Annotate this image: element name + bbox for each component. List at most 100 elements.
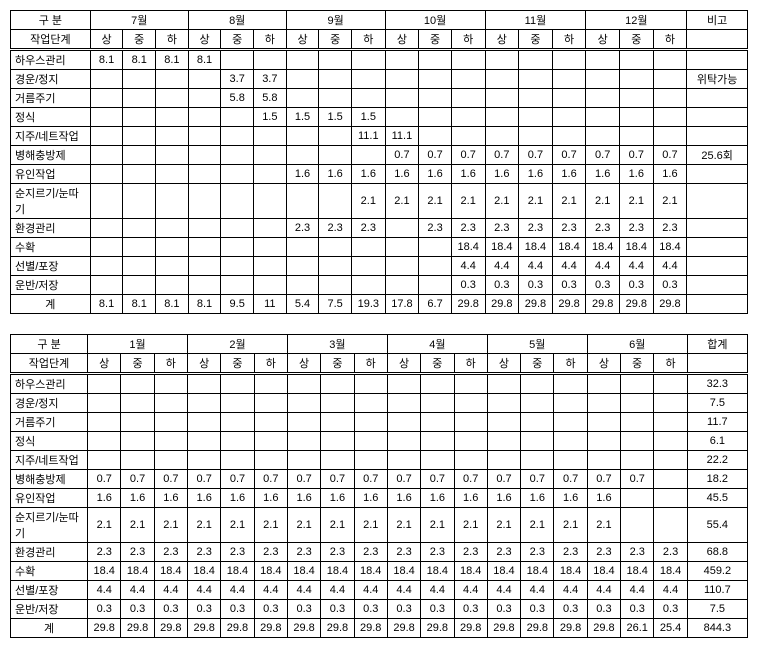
cell: 18.4 <box>519 238 553 257</box>
cell: 1.6 <box>653 165 687 184</box>
cell <box>154 374 187 394</box>
cell: 0.3 <box>621 600 654 619</box>
header-month: 1월 <box>88 335 188 354</box>
cell <box>88 394 121 413</box>
row-bigo <box>687 257 748 276</box>
cell <box>419 70 452 89</box>
cell <box>287 413 320 432</box>
row-bigo <box>687 184 748 219</box>
row-bigo: 7.5 <box>687 600 747 619</box>
cell: 18.4 <box>587 562 620 581</box>
cell <box>387 413 420 432</box>
cell: 2.3 <box>351 219 385 238</box>
cell <box>454 394 487 413</box>
cell: 4.4 <box>485 257 519 276</box>
cell: 1.6 <box>188 489 221 508</box>
cell: 2.3 <box>188 543 221 562</box>
row-bigo: 110.7 <box>687 581 747 600</box>
cell: 18.4 <box>154 562 187 581</box>
cell <box>156 219 189 238</box>
row-label: 유인작업 <box>11 165 91 184</box>
total-cell: 29.8 <box>421 619 454 638</box>
cell: 0.3 <box>287 600 320 619</box>
row-label: 경운/정지 <box>11 70 91 89</box>
cell <box>621 413 654 432</box>
header-sub: 중 <box>421 354 454 374</box>
cell <box>654 489 687 508</box>
cell <box>451 89 485 108</box>
row-label: 환경관리 <box>11 543 88 562</box>
row-label: 순지르기/눈따기 <box>11 184 91 219</box>
cell <box>90 276 123 295</box>
cell: 1.6 <box>321 489 354 508</box>
cell: 1.6 <box>586 165 620 184</box>
schedule-table-2: 구 분1월2월3월4월5월6월합계작업단계상중하상중하상중하상중하상중하상중하하… <box>10 334 748 638</box>
cell: 2.3 <box>421 543 454 562</box>
total-cell: 29.8 <box>254 619 287 638</box>
row-bigo: 6.1 <box>687 432 747 451</box>
header-month: 2월 <box>188 335 288 354</box>
cell <box>385 219 419 238</box>
cell <box>88 432 121 451</box>
cell: 0.7 <box>552 146 586 165</box>
cell: 0.3 <box>254 600 287 619</box>
cell: 2.1 <box>485 184 519 219</box>
cell: 2.3 <box>552 219 586 238</box>
header-gubun: 구 분 <box>11 335 88 354</box>
row-label: 거름주기 <box>11 89 91 108</box>
cell: 0.3 <box>354 600 387 619</box>
cell <box>519 50 553 70</box>
cell <box>221 374 254 394</box>
cell <box>586 70 620 89</box>
total-cell: 29.8 <box>487 619 520 638</box>
cell: 2.1 <box>221 508 254 543</box>
cell <box>419 238 452 257</box>
cell: 1.6 <box>554 489 587 508</box>
cell: 5.8 <box>221 89 254 108</box>
total-cell: 11 <box>254 295 287 314</box>
cell: 1.6 <box>254 489 287 508</box>
cell <box>123 127 156 146</box>
header-sub: 하 <box>254 30 287 50</box>
cell: 4.4 <box>587 581 620 600</box>
cell <box>287 394 320 413</box>
cell <box>156 70 189 89</box>
cell <box>587 394 620 413</box>
total-cell: 29.8 <box>287 619 320 638</box>
cell: 0.7 <box>587 470 620 489</box>
header-month: 4월 <box>387 335 487 354</box>
cell: 1.6 <box>521 489 554 508</box>
total-cell: 6.7 <box>419 295 452 314</box>
cell <box>487 451 520 470</box>
header-sub: 하 <box>351 30 385 50</box>
cell <box>221 257 254 276</box>
cell <box>254 165 287 184</box>
cell <box>586 127 620 146</box>
cell: 8.1 <box>156 50 189 70</box>
cell <box>286 89 319 108</box>
cell <box>586 50 620 70</box>
cell: 0.7 <box>519 146 553 165</box>
header-gubun: 구 분 <box>11 11 91 30</box>
cell: 18.4 <box>653 238 687 257</box>
cell: 4.4 <box>88 581 121 600</box>
cell <box>188 432 221 451</box>
cell <box>419 108 452 127</box>
cell: 1.6 <box>287 489 320 508</box>
row-label: 정식 <box>11 432 88 451</box>
total-cell: 29.8 <box>485 295 519 314</box>
cell <box>88 413 121 432</box>
header-sub: 중 <box>319 30 352 50</box>
cell <box>552 70 586 89</box>
total-cell: 29.8 <box>188 619 221 638</box>
cell: 18.4 <box>586 238 620 257</box>
cell: 0.7 <box>554 470 587 489</box>
cell <box>221 451 254 470</box>
cell <box>385 257 419 276</box>
cell <box>519 108 553 127</box>
cell <box>254 374 287 394</box>
cell <box>351 146 385 165</box>
header-bigo: 비고 <box>687 11 748 30</box>
cell: 1.6 <box>354 489 387 508</box>
total-cell: 29.8 <box>586 295 620 314</box>
